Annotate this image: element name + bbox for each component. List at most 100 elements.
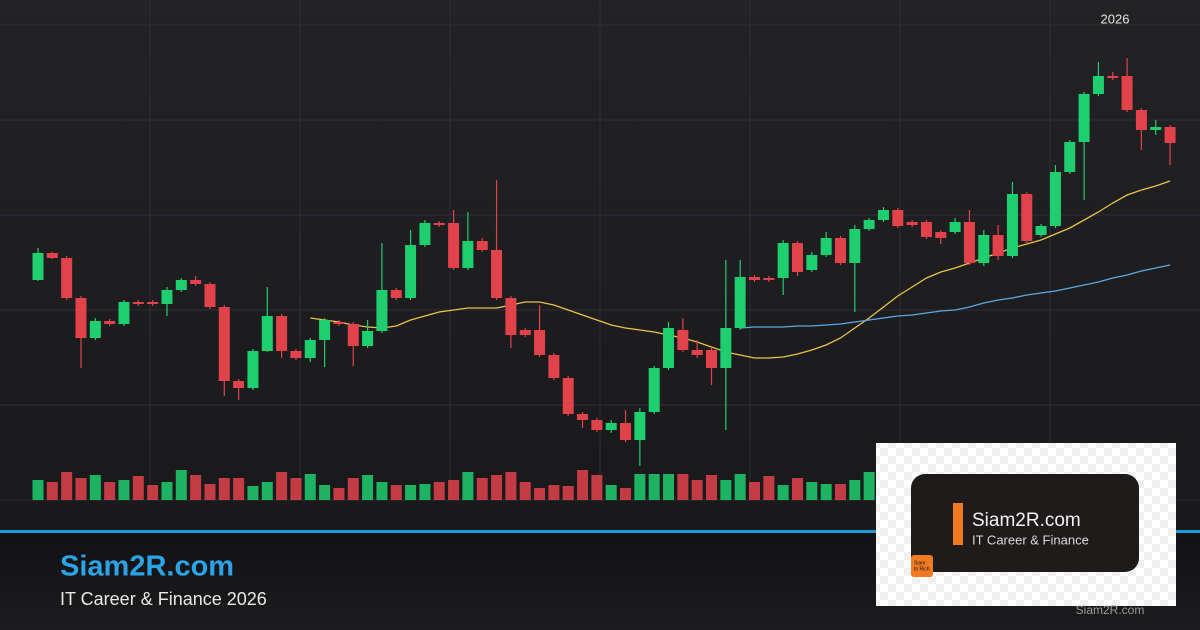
candle-body bbox=[605, 423, 617, 430]
candle-body bbox=[32, 253, 44, 280]
candle-body bbox=[920, 222, 932, 237]
candle-body bbox=[491, 250, 503, 298]
volume-bar bbox=[548, 485, 560, 500]
candle-body bbox=[448, 223, 460, 268]
volume-bar bbox=[261, 482, 273, 500]
candle-body bbox=[147, 302, 159, 304]
volume-bar bbox=[89, 475, 101, 500]
candle-body bbox=[720, 328, 732, 368]
candle-body bbox=[834, 238, 846, 263]
candle-body bbox=[347, 324, 359, 346]
footer-subtitle: IT Career & Finance 2026 bbox=[60, 589, 267, 609]
candle-body bbox=[992, 235, 1004, 256]
candle-body bbox=[1021, 194, 1033, 241]
candle-body bbox=[978, 235, 990, 263]
candle-body bbox=[677, 330, 689, 350]
candle-body bbox=[963, 222, 975, 263]
volume-bar bbox=[333, 488, 345, 500]
candle-body bbox=[1049, 172, 1061, 226]
candle-body bbox=[906, 222, 918, 225]
badge: Siam2R.com IT Career & Finance Siam to R… bbox=[876, 443, 1176, 606]
volume-bar bbox=[190, 475, 202, 500]
volume-bar bbox=[448, 480, 460, 500]
candle-body bbox=[132, 302, 144, 304]
candle-body bbox=[534, 330, 546, 355]
badge-logo-line: Siam bbox=[914, 560, 925, 566]
candle-body bbox=[519, 330, 531, 335]
volume-bar bbox=[734, 474, 746, 500]
volume-bar bbox=[304, 474, 316, 500]
volume-bar bbox=[491, 475, 503, 500]
divider bbox=[0, 530, 1200, 533]
volume-bar bbox=[791, 478, 803, 500]
badge-subtitle: IT Career & Finance bbox=[972, 532, 1089, 547]
volume-bar bbox=[863, 472, 875, 500]
candle-body bbox=[691, 350, 703, 355]
volume-bar bbox=[390, 485, 402, 500]
volume-bar bbox=[677, 474, 689, 500]
candle-body bbox=[1121, 76, 1133, 110]
candle-body bbox=[648, 368, 660, 412]
candle-body bbox=[1035, 226, 1047, 235]
candle-body bbox=[877, 210, 889, 220]
candle-body bbox=[75, 298, 87, 338]
candle-body bbox=[562, 378, 574, 414]
candle-body bbox=[419, 223, 431, 245]
candle-body bbox=[104, 321, 116, 324]
candle-body bbox=[1092, 76, 1104, 94]
volume-bar bbox=[806, 482, 818, 500]
volume-bar bbox=[75, 478, 87, 500]
candle-body bbox=[935, 232, 947, 238]
candle-body bbox=[290, 351, 302, 358]
volume-bar bbox=[534, 488, 546, 500]
badge-card bbox=[911, 474, 1139, 572]
candle-body bbox=[233, 381, 245, 388]
candle-body bbox=[390, 290, 402, 298]
volume-bar bbox=[720, 480, 732, 500]
volume-bar bbox=[777, 485, 789, 500]
candle-body bbox=[1107, 76, 1119, 78]
candle-body bbox=[706, 350, 718, 368]
volume-bar bbox=[749, 482, 760, 500]
candle-body bbox=[777, 243, 789, 278]
volume-bar bbox=[591, 475, 603, 500]
candle-body bbox=[218, 307, 230, 381]
candle-body bbox=[1078, 94, 1090, 142]
candle-body bbox=[791, 243, 803, 272]
candle-body bbox=[949, 222, 961, 232]
volume-bar bbox=[347, 478, 359, 500]
volume-bar bbox=[247, 486, 259, 500]
candle-body bbox=[476, 241, 488, 250]
volume-bar bbox=[233, 478, 245, 500]
volume-bar bbox=[834, 484, 846, 500]
candle-body bbox=[319, 320, 331, 340]
volume-bar bbox=[462, 472, 474, 500]
candle-body bbox=[577, 414, 589, 420]
candle-body bbox=[46, 253, 58, 258]
candle-body bbox=[806, 255, 818, 270]
volume-bar bbox=[61, 472, 73, 500]
volume-bar bbox=[433, 482, 445, 500]
volume-bar bbox=[118, 480, 130, 500]
candle-body bbox=[734, 277, 746, 328]
volume-bar bbox=[505, 472, 517, 500]
candle-body bbox=[118, 302, 130, 324]
volume-bar bbox=[476, 478, 488, 500]
candle-body bbox=[1135, 110, 1147, 130]
candle-body bbox=[304, 340, 316, 358]
candle-body bbox=[663, 328, 675, 368]
candle-body bbox=[175, 280, 187, 290]
volume-bar bbox=[290, 478, 302, 500]
candle-body bbox=[749, 277, 760, 280]
volume-bar bbox=[562, 486, 574, 500]
candle-body bbox=[89, 321, 101, 338]
candle-body bbox=[763, 278, 775, 280]
candle-body bbox=[261, 316, 273, 351]
volume-bar bbox=[648, 474, 660, 500]
badge-logo bbox=[911, 555, 933, 577]
badge-logo-line: to Rich bbox=[914, 566, 930, 572]
volume-bar bbox=[605, 485, 617, 500]
volume-bar bbox=[763, 476, 775, 500]
volume-bar bbox=[519, 482, 531, 500]
volume-bar bbox=[46, 482, 58, 500]
